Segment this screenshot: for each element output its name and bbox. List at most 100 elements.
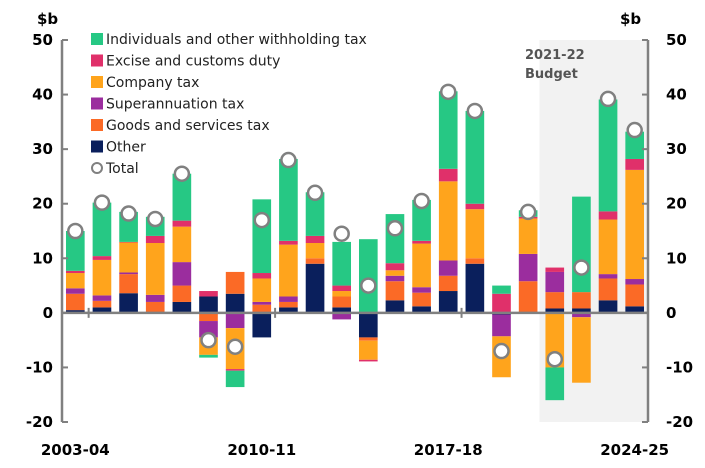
bar-segment-excise-and-customs-duty-2018-19 bbox=[465, 203, 485, 210]
bar-segment-other-2024-25 bbox=[625, 306, 645, 313]
bar-segment-company-tax-2022-23 bbox=[572, 317, 591, 383]
total-marker-2021-22 bbox=[546, 350, 564, 368]
bar-segment-individuals-and-other-withholding-tax-2017-18 bbox=[438, 91, 458, 169]
left-y-tick-label: 50 bbox=[32, 31, 53, 49]
bar-segment-company-tax-2018-19 bbox=[465, 209, 485, 259]
bar-segment-goods-and-services-tax-2018-19 bbox=[465, 258, 485, 264]
bar-segment-superannuation-tax-2015-16 bbox=[385, 275, 405, 282]
bar-segment-excise-and-customs-duty-2006-07 bbox=[145, 235, 165, 244]
bar-segment-other-2005-06 bbox=[119, 293, 138, 313]
bar-segment-other-2023-24 bbox=[598, 300, 618, 313]
bar-segment-goods-and-services-tax-2020-21 bbox=[518, 281, 538, 313]
budget-annotation-year: 2021-22 bbox=[525, 48, 585, 63]
legend-swatch-excise-and-customs-duty bbox=[91, 54, 103, 67]
bar-segment-excise-and-customs-duty-2015-16 bbox=[385, 263, 405, 271]
total-marker-2014-15 bbox=[360, 277, 377, 294]
legend-swatch-superannuation-tax bbox=[91, 97, 103, 110]
legend-label: Excise and customs duty bbox=[106, 54, 280, 70]
bar-segment-company-tax-2015-16 bbox=[385, 270, 405, 276]
bar-segment-excise-and-customs-duty-2005-06 bbox=[119, 241, 138, 243]
bar-segment-other-2010-11 bbox=[252, 312, 272, 338]
bar-segment-excise-and-customs-duty-2021-22 bbox=[545, 267, 565, 272]
right-y-tick-label: 10 bbox=[666, 249, 687, 267]
budget-annotation-label: Budget bbox=[525, 67, 578, 82]
total-marker-2015-16 bbox=[386, 220, 404, 237]
left-y-tick-label: -10 bbox=[26, 358, 53, 376]
bar-segment-goods-and-services-tax-2016-17 bbox=[412, 292, 431, 307]
bar-segment-excise-and-customs-duty-2016-17 bbox=[412, 240, 431, 244]
total-marker-2010-11 bbox=[253, 211, 271, 229]
bar-segment-goods-and-services-tax-2013-14 bbox=[332, 296, 352, 308]
bar-segment-company-tax-2005-06 bbox=[119, 242, 138, 273]
total-marker-2016-17 bbox=[413, 192, 430, 210]
bar-segment-other-2003-04 bbox=[65, 310, 85, 313]
bar-segment-superannuation-tax-2020-21 bbox=[518, 253, 538, 282]
right-y-tick-label: 20 bbox=[666, 195, 687, 213]
total-marker-2023-24 bbox=[599, 90, 617, 108]
bar-segment-company-tax-2013-14 bbox=[332, 291, 352, 297]
total-marker-2012-13 bbox=[306, 184, 324, 202]
bar-segment-goods-and-services-tax-2010-11 bbox=[252, 304, 272, 313]
x-tick-label-2010-11: 2010-11 bbox=[227, 441, 296, 459]
total-marker-2004-05 bbox=[93, 194, 111, 211]
bar-segment-goods-and-services-tax-2015-16 bbox=[385, 281, 405, 301]
bar-segment-company-tax-2017-18 bbox=[438, 181, 458, 261]
bar-segment-goods-and-services-tax-2024-25 bbox=[625, 284, 645, 307]
bar-segment-goods-and-services-tax-2011-12 bbox=[279, 301, 298, 308]
bar-segment-superannuation-tax-2019-20 bbox=[492, 314, 511, 337]
bar-segment-individuals-and-other-withholding-tax-2012-13 bbox=[305, 192, 325, 236]
right-y-tick-label: 50 bbox=[666, 31, 687, 49]
left-unit-label: $b bbox=[37, 10, 58, 28]
bar-segment-company-tax-2010-11 bbox=[252, 278, 272, 302]
bar-segment-individuals-and-other-withholding-tax-2016-17 bbox=[412, 199, 431, 241]
bar-segment-individuals-and-other-withholding-tax-2018-19 bbox=[465, 110, 485, 204]
x-axis-labels: 2003-04 2010-11 2017-18 2024-25 bbox=[41, 441, 669, 459]
bar-segment-other-2017-18 bbox=[438, 291, 458, 313]
legend-label: Superannuation tax bbox=[106, 97, 244, 113]
x-tick-label-2017-18: 2017-18 bbox=[414, 441, 483, 459]
bar-segment-individuals-and-other-withholding-tax-2013-14 bbox=[332, 241, 352, 286]
bar-segment-other-2004-05 bbox=[92, 307, 112, 313]
bar-segment-other-2021-22 bbox=[545, 308, 565, 313]
total-marker-2013-14 bbox=[333, 225, 350, 242]
bar-segment-company-tax-2014-15 bbox=[358, 340, 378, 360]
legend-label: Other bbox=[106, 140, 146, 156]
bar-segment-excise-and-customs-duty-2004-05 bbox=[92, 256, 112, 260]
bar-segment-individuals-and-other-withholding-tax-2011-12 bbox=[279, 158, 298, 241]
bar-segment-superannuation-tax-2004-05 bbox=[92, 295, 112, 301]
total-marker-2007-08 bbox=[173, 165, 191, 182]
x-tick-label-2024-25: 2024-25 bbox=[600, 441, 669, 459]
bar-segment-company-tax-2004-05 bbox=[92, 259, 112, 296]
total-marker-2019-20 bbox=[493, 342, 510, 360]
right-y-tick-label: -20 bbox=[666, 413, 693, 431]
bar-segment-individuals-and-other-withholding-tax-2019-20 bbox=[492, 285, 511, 294]
bar-segment-superannuation-tax-2006-07 bbox=[145, 294, 165, 302]
bar-segment-individuals-and-other-withholding-tax-2010-11 bbox=[252, 199, 272, 274]
bar-segment-company-tax-2016-17 bbox=[412, 243, 431, 288]
bar-segment-other-2009-10 bbox=[225, 293, 245, 313]
bar-segment-superannuation-tax-2005-06 bbox=[119, 272, 138, 275]
bar-segment-other-2014-15 bbox=[358, 312, 378, 338]
bar-segment-other-2022-23 bbox=[572, 308, 591, 313]
legend-swatch-individuals-and-other-withholding-tax bbox=[91, 33, 103, 45]
bar-segment-individuals-and-other-withholding-tax-2014-15 bbox=[358, 239, 378, 313]
bar-segment-company-tax-2024-25 bbox=[625, 169, 645, 280]
legend-label: Individuals and other withholding tax bbox=[106, 32, 367, 48]
left-y-tick-label: 40 bbox=[32, 86, 53, 104]
total-marker-2005-06 bbox=[120, 205, 137, 222]
total-marker-2020-21 bbox=[519, 203, 537, 221]
legend-swatch-other bbox=[91, 140, 103, 153]
legend-label-total: Total bbox=[105, 161, 139, 177]
bar-segment-individuals-and-other-withholding-tax-2024-25 bbox=[625, 131, 645, 159]
bar-segment-individuals-and-other-withholding-tax-2022-23 bbox=[572, 196, 591, 293]
bar-segment-excise-and-customs-duty-2017-18 bbox=[438, 168, 458, 182]
bar-segment-excise-and-customs-duty-2011-12 bbox=[279, 240, 298, 245]
bar-segment-other-2016-17 bbox=[412, 306, 431, 313]
legend-total-marker bbox=[91, 162, 103, 174]
total-marker-2003-04 bbox=[67, 222, 84, 240]
bar-segment-other-2018-19 bbox=[465, 263, 485, 313]
bar-segment-excise-and-customs-duty-2014-15 bbox=[358, 359, 378, 362]
legend-label: Goods and services tax bbox=[106, 118, 270, 134]
bar-segment-excise-and-customs-duty-2013-14 bbox=[332, 285, 352, 292]
